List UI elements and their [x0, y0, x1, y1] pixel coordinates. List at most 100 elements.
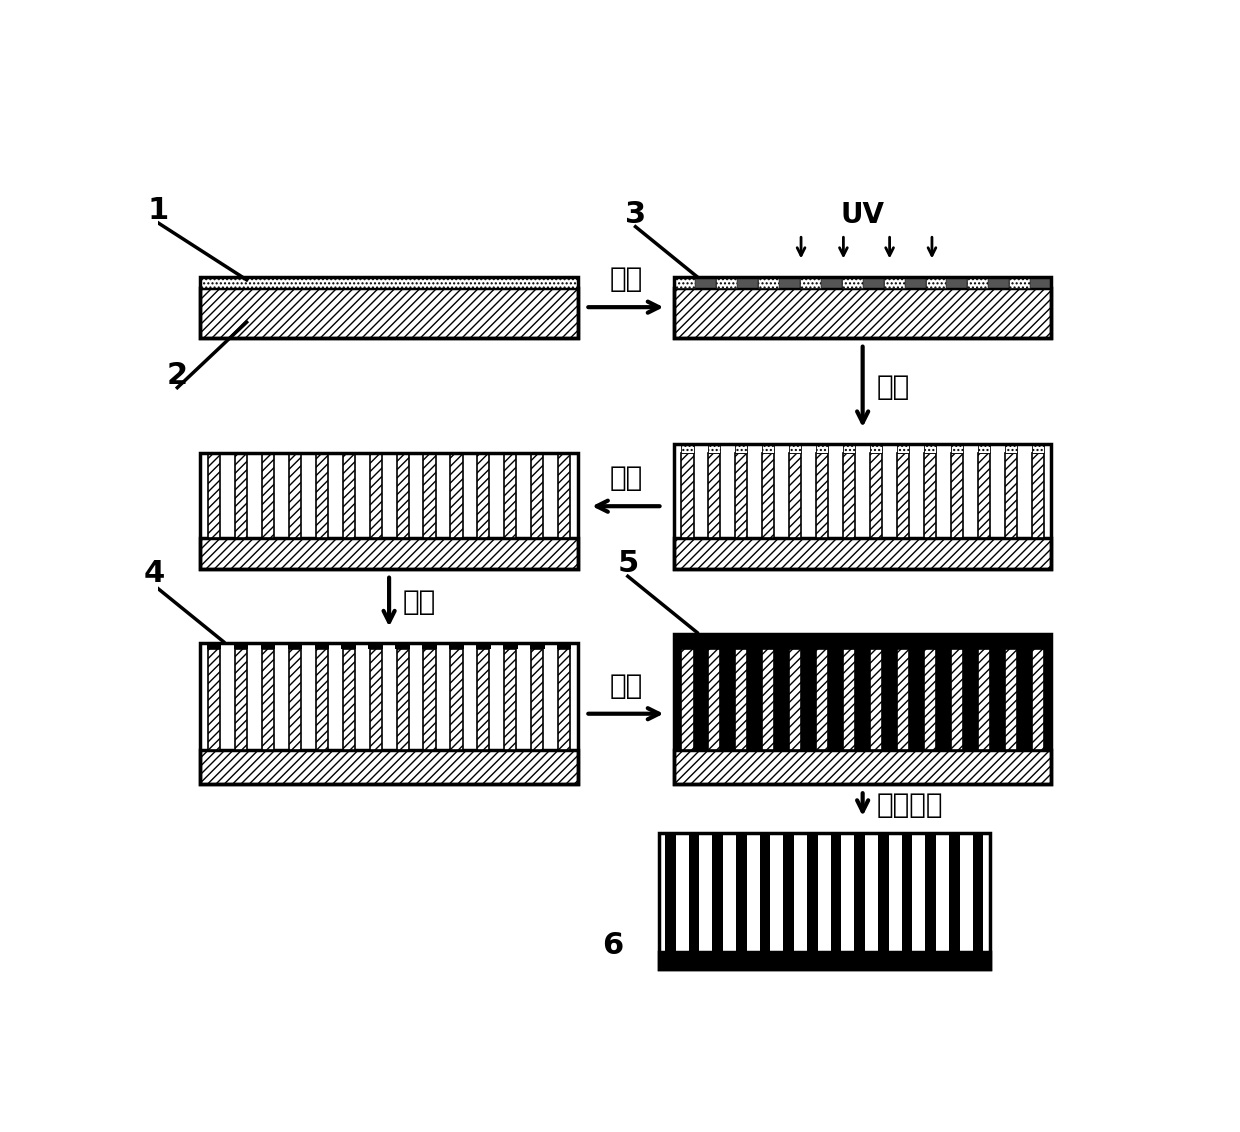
Bar	[708, 650, 720, 749]
Bar	[708, 453, 720, 538]
Bar	[675, 650, 1052, 749]
Bar	[925, 276, 946, 288]
Bar	[234, 650, 247, 749]
Bar	[424, 453, 435, 538]
Bar	[289, 650, 301, 749]
Bar	[505, 453, 516, 538]
Text: UV: UV	[841, 201, 884, 229]
Bar	[816, 444, 828, 453]
Text: 1: 1	[148, 196, 169, 225]
Bar	[675, 288, 1052, 337]
Bar	[675, 444, 1052, 568]
Bar	[342, 453, 355, 538]
Bar	[789, 444, 801, 453]
Bar	[897, 453, 909, 538]
Bar	[925, 833, 936, 952]
Bar	[949, 833, 960, 952]
Bar	[779, 276, 800, 288]
Bar	[665, 833, 676, 952]
Bar	[924, 444, 936, 453]
Bar	[476, 643, 491, 650]
Bar	[901, 833, 913, 952]
Bar	[234, 453, 247, 538]
Bar	[315, 643, 329, 650]
Bar	[951, 444, 963, 453]
Bar	[368, 643, 383, 650]
Bar	[201, 276, 578, 288]
Bar	[870, 453, 882, 538]
Bar	[262, 650, 274, 749]
Bar	[450, 650, 463, 749]
Bar	[831, 833, 841, 952]
Bar	[807, 833, 817, 952]
Bar	[675, 276, 694, 288]
Bar	[843, 453, 856, 538]
Bar	[878, 833, 889, 952]
Bar	[884, 276, 904, 288]
Bar	[201, 288, 578, 337]
Bar	[816, 453, 828, 538]
Bar	[675, 538, 1052, 568]
Bar	[558, 453, 570, 538]
Bar	[342, 650, 355, 749]
Bar	[531, 643, 544, 650]
Text: 电镀: 电镀	[609, 672, 642, 700]
Bar	[208, 650, 219, 749]
Bar	[715, 276, 737, 288]
Bar	[1030, 276, 1052, 288]
Bar	[870, 444, 882, 453]
Bar	[924, 453, 936, 538]
Bar	[450, 453, 463, 538]
Bar	[558, 650, 570, 749]
Bar	[424, 650, 435, 749]
Bar	[904, 276, 925, 288]
Text: 镍膜: 镍膜	[403, 589, 436, 616]
Bar	[713, 833, 723, 952]
Bar	[531, 453, 543, 538]
Bar	[763, 453, 775, 538]
Bar	[946, 276, 967, 288]
Bar	[262, 453, 274, 538]
Bar	[557, 643, 572, 650]
Bar	[207, 643, 221, 650]
Bar	[201, 538, 578, 568]
Bar	[316, 650, 327, 749]
Text: 刻蚀: 刻蚀	[877, 372, 910, 401]
Bar	[737, 833, 746, 952]
Text: 3: 3	[625, 200, 646, 229]
Bar	[477, 453, 490, 538]
Text: 5: 5	[618, 549, 639, 578]
Bar	[682, 650, 693, 749]
Bar	[1009, 276, 1030, 288]
Bar	[863, 276, 884, 288]
Bar	[843, 444, 856, 453]
Bar	[477, 650, 490, 749]
Text: 去除衬底: 去除衬底	[877, 790, 942, 818]
Bar	[397, 650, 409, 749]
Bar	[951, 453, 963, 538]
Bar	[951, 650, 963, 749]
Bar	[694, 276, 715, 288]
Bar	[682, 453, 693, 538]
Bar	[688, 833, 699, 952]
Bar	[288, 643, 303, 650]
Bar	[1032, 650, 1044, 749]
Bar	[1004, 444, 1017, 453]
Bar	[675, 634, 1052, 650]
Bar	[988, 276, 1009, 288]
Bar	[675, 749, 1052, 784]
Bar	[1004, 650, 1017, 749]
Text: 6: 6	[601, 932, 622, 960]
Bar	[784, 833, 794, 952]
Text: 光刻: 光刻	[609, 265, 642, 293]
Bar	[675, 634, 1052, 784]
Bar	[1032, 444, 1044, 453]
Bar	[370, 453, 382, 538]
Bar	[505, 650, 516, 749]
Bar	[208, 453, 219, 538]
Bar	[735, 444, 748, 453]
Bar	[800, 276, 821, 288]
Bar	[760, 833, 770, 952]
Bar	[708, 444, 720, 453]
Bar	[1032, 453, 1044, 538]
